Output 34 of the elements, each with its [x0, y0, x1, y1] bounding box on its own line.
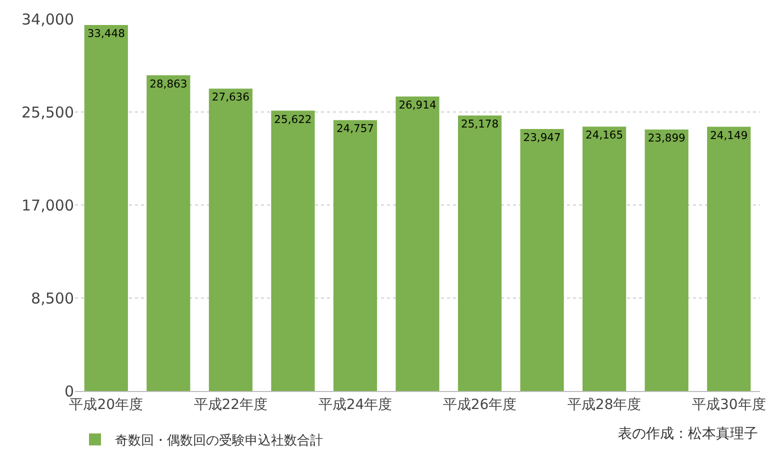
y-tick-label: 25,500	[22, 103, 74, 122]
data-label: 24,757	[336, 122, 374, 136]
text: 表の作成：松本真理子	[618, 426, 758, 442]
bar	[707, 126, 751, 391]
x-tick-label: 平成30年度	[692, 396, 766, 413]
data-label: 23,947	[523, 131, 561, 144]
data-label: 24,165	[586, 128, 624, 142]
bar	[146, 75, 190, 391]
data-label: 23,899	[648, 132, 686, 145]
data-label: 33,448	[87, 27, 126, 40]
bar	[458, 116, 502, 391]
y-tick-label: 34,000	[22, 10, 74, 28]
x-tick-label: 平成24年度	[318, 396, 392, 413]
y-tick-label: 8,500	[31, 289, 74, 308]
bar	[396, 96, 440, 391]
y-tick-label: 17,000	[22, 196, 74, 214]
data-label: 24,149	[710, 128, 748, 142]
x-tick-label: 平成26年度	[442, 396, 517, 413]
data-label: 25,178	[460, 118, 499, 131]
x-tick-label: 平成28年度	[567, 396, 642, 413]
bar	[333, 120, 378, 391]
bar	[582, 126, 626, 391]
data-label: 27,636	[212, 90, 250, 104]
legend-label: 奇数回・偶数回の受験申込社数合計	[115, 434, 323, 448]
bar	[644, 130, 688, 391]
bar	[208, 88, 252, 391]
data-label: 25,622	[274, 112, 312, 126]
bar	[520, 128, 564, 391]
x-tick-label: 平成22年度	[194, 396, 268, 413]
data-label: 26,914	[398, 98, 436, 112]
bar	[84, 25, 128, 391]
data-label: 28,863	[150, 77, 188, 90]
bar	[271, 110, 315, 391]
x-tick-label: 平成20年度	[69, 396, 144, 413]
